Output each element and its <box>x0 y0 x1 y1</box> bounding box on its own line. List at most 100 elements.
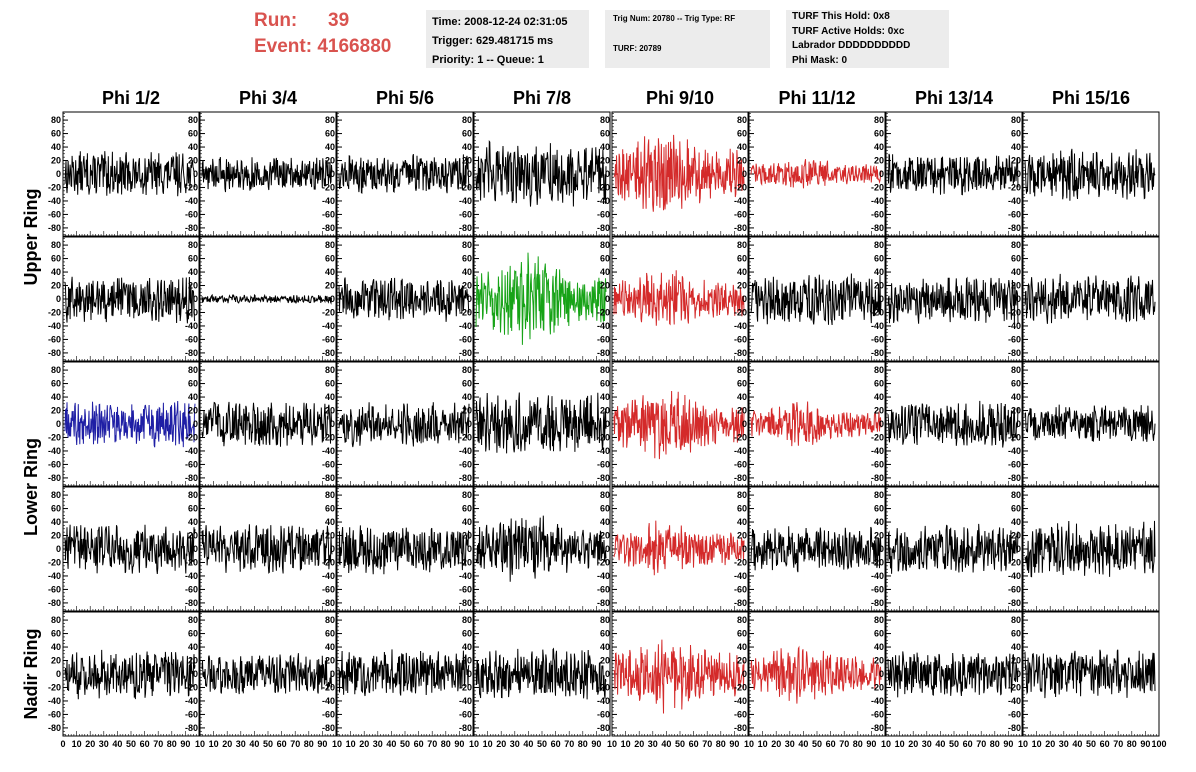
y-tick-label: -20 <box>871 182 884 192</box>
y-tick-label: 60 <box>874 629 884 639</box>
panel-r5-c5: 80 60 40 20 0 -20 -40 -60 -80 <box>597 611 749 737</box>
y-tick-label: 60 <box>462 504 472 514</box>
y-tick-label: 40 <box>188 392 198 402</box>
y-tick-label: -80 <box>48 348 61 358</box>
turf-hold-text: TURF This Hold: 0x8 <box>792 11 890 22</box>
info-box-time: Time: 2008-12-24 02:31:05 Trigger: 629.4… <box>426 10 589 68</box>
y-tick-label: -80 <box>871 723 884 733</box>
y-tick-label: 60 <box>188 629 198 639</box>
y-tick-label: -40 <box>597 196 610 206</box>
run-label: Run: <box>254 10 298 31</box>
y-tick-label: 20 <box>737 531 747 541</box>
panel-r3-c4: 80 60 40 20 0 -20 -40 -60 -80 <box>459 361 611 487</box>
panel-r4-c6: 80 60 40 20 0 -20 -40 -60 -80 <box>734 486 886 612</box>
y-tick-label: -20 <box>597 307 610 317</box>
y-tick-label: 80 <box>325 115 335 125</box>
run-value: 39 <box>328 10 350 31</box>
y-tick-label: 80 <box>188 615 198 625</box>
y-tick-label: -40 <box>1008 321 1021 331</box>
y-tick-label: 80 <box>51 490 61 500</box>
waveform-trace <box>338 402 470 448</box>
waveform-trace <box>475 252 607 345</box>
y-tick-label: 20 <box>737 156 747 166</box>
y-tick-label: 0 <box>742 544 747 554</box>
y-tick-label: -20 <box>459 182 472 192</box>
y-tick-label: 40 <box>874 142 884 152</box>
y-tick-label: 40 <box>737 392 747 402</box>
y-tick-label: 60 <box>51 129 61 139</box>
x-tick-label: 60 <box>414 739 424 749</box>
y-tick-label: -60 <box>185 334 198 344</box>
y-tick-label: 40 <box>462 142 472 152</box>
y-tick-label: -60 <box>185 209 198 219</box>
panel-r1-c6: 80 60 40 20 0 -20 -40 -60 -80 <box>734 111 886 237</box>
x-tick-label: 90 <box>1003 739 1013 749</box>
y-tick-label: 0 <box>56 169 61 179</box>
y-tick-label: -40 <box>597 321 610 331</box>
x-tick-label: 70 <box>427 739 437 749</box>
waveform-trace <box>64 649 196 700</box>
y-tick-label: 20 <box>51 531 61 541</box>
y-tick-label: -60 <box>1008 459 1021 469</box>
y-tick-label: 60 <box>737 379 747 389</box>
y-tick-label: -40 <box>459 446 472 456</box>
y-tick-label: -20 <box>1008 682 1021 692</box>
panel-r4-c3: 80 60 40 20 0 -20 -40 -60 -80 <box>322 486 474 612</box>
y-tick-label: 80 <box>600 615 610 625</box>
x-tick-label: 30 <box>99 739 109 749</box>
y-tick-label: 0 <box>742 169 747 179</box>
y-tick-label: -40 <box>459 696 472 706</box>
y-tick-label: -80 <box>734 348 747 358</box>
y-tick-label: -20 <box>871 432 884 442</box>
y-tick-label: -40 <box>871 571 884 581</box>
column-header-3: Phi 5/6 <box>376 88 434 108</box>
y-tick-label: -20 <box>871 682 884 692</box>
y-tick-label: 20 <box>874 656 884 666</box>
y-tick-label: 40 <box>1011 392 1021 402</box>
y-tick-label: -40 <box>185 571 198 581</box>
y-tick-label: 40 <box>188 267 198 277</box>
info-box-turf: TURF This Hold: 0x8 TURF Active Holds: 0… <box>786 10 949 68</box>
y-tick-label: -40 <box>597 696 610 706</box>
y-tick-label: 40 <box>325 267 335 277</box>
y-tick-label: -60 <box>871 334 884 344</box>
waveform-trace <box>1024 520 1156 578</box>
y-tick-label: 80 <box>1011 240 1021 250</box>
x-tick-label: 50 <box>1086 739 1096 749</box>
panel-r3-c7: 80 60 40 20 0 -20 -40 -60 -80 <box>871 361 1023 487</box>
y-tick-label: -60 <box>48 584 61 594</box>
y-tick-label: 20 <box>325 281 335 291</box>
y-tick-label: 80 <box>188 240 198 250</box>
x-tick-label: 20 <box>359 739 369 749</box>
y-tick-label: -20 <box>734 682 747 692</box>
x-tick-label: 40 <box>386 739 396 749</box>
x-tick-label: 20 <box>496 739 506 749</box>
x-tick-label: 20 <box>85 739 95 749</box>
panel-r3-c6: 80 60 40 20 0 -20 -40 -60 -80 <box>734 361 886 487</box>
y-tick-label: -20 <box>597 182 610 192</box>
x-tick-label: 50 <box>949 739 959 749</box>
y-tick-label: 80 <box>600 240 610 250</box>
y-tick-label: 40 <box>1011 642 1021 652</box>
x-tick-label: 70 <box>564 739 574 749</box>
y-tick-label: 80 <box>51 115 61 125</box>
y-tick-label: 80 <box>462 365 472 375</box>
y-tick-label: 40 <box>737 267 747 277</box>
waveform-trace <box>887 276 1019 325</box>
y-tick-label: 40 <box>874 267 884 277</box>
y-tick-label: 0 <box>879 669 884 679</box>
waveform-trace <box>338 525 470 575</box>
y-tick-label: -80 <box>322 473 335 483</box>
x-tick-label: 10 <box>332 739 342 749</box>
y-tick-label: 80 <box>188 365 198 375</box>
x-tick-label: 60 <box>826 739 836 749</box>
y-tick-label: 80 <box>51 365 61 375</box>
y-tick-label: -60 <box>1008 709 1021 719</box>
y-tick-label: -40 <box>1008 696 1021 706</box>
y-tick-label: 40 <box>325 392 335 402</box>
y-tick-label: 60 <box>188 254 198 264</box>
y-tick-label: -40 <box>734 196 747 206</box>
y-tick-label: 80 <box>51 240 61 250</box>
priority-text: Priority: 1 -- Queue: 1 <box>432 54 544 66</box>
y-tick-label: -20 <box>185 307 198 317</box>
